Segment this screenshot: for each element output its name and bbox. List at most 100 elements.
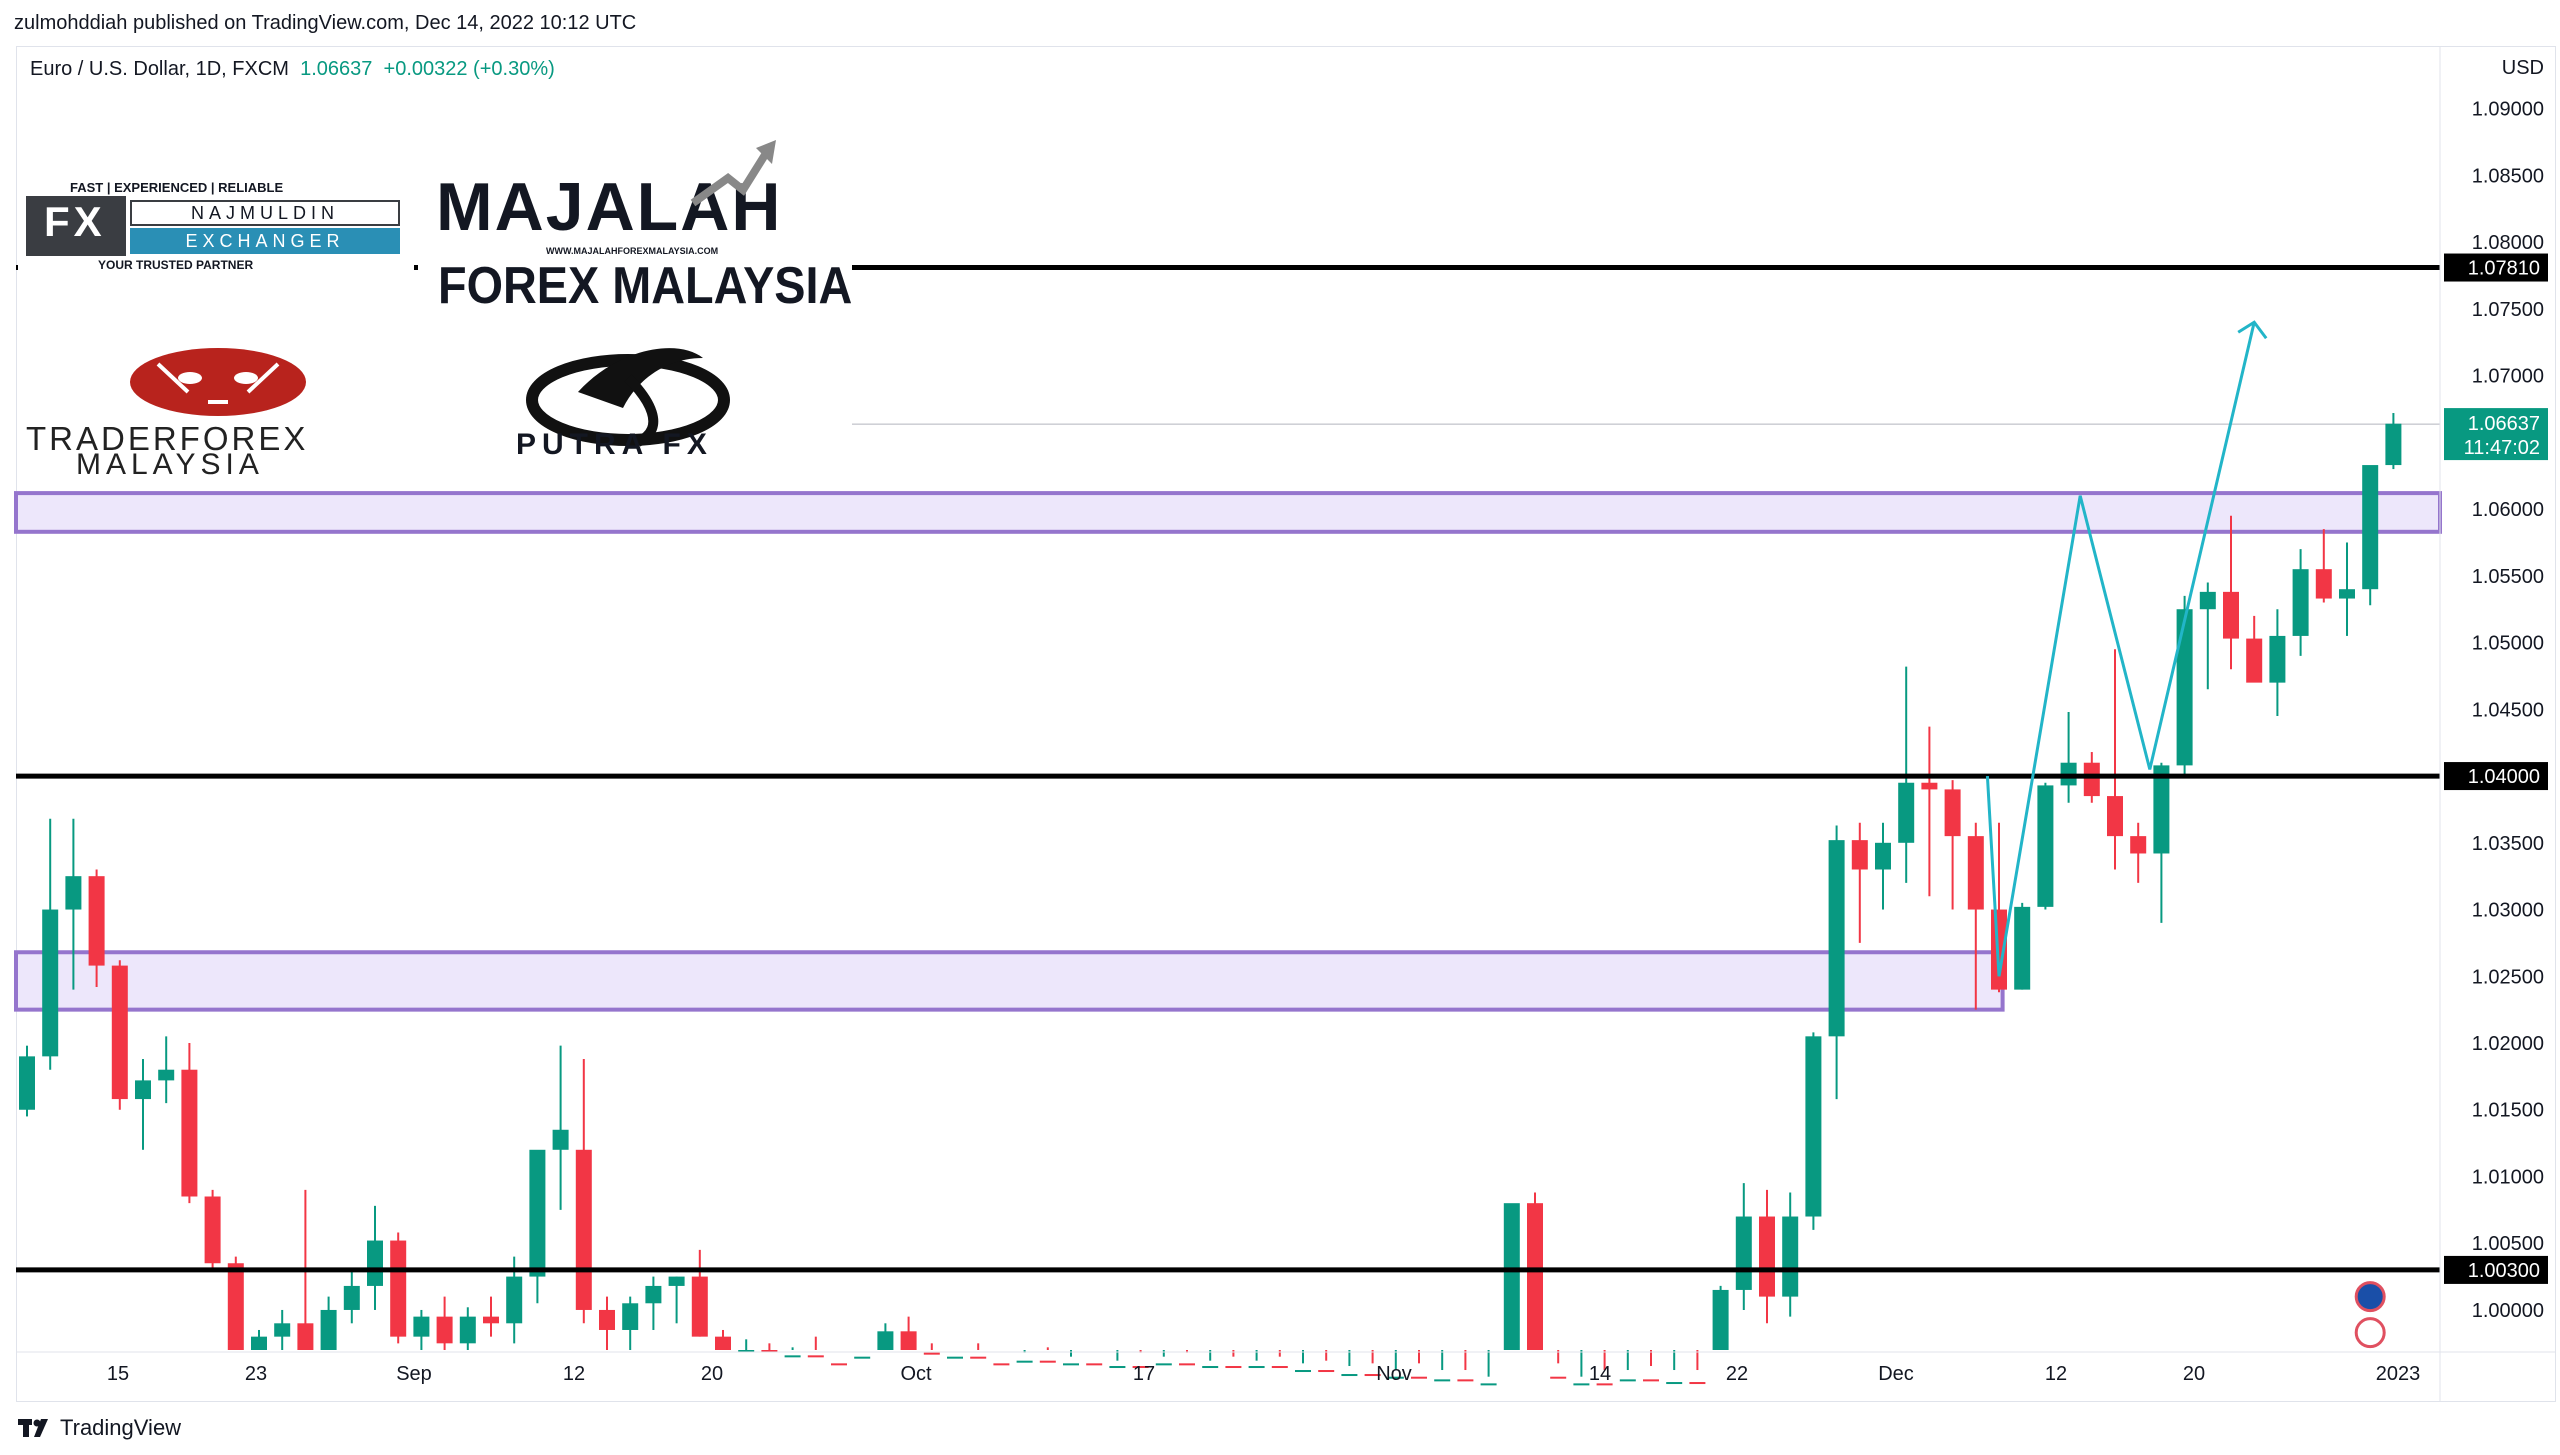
candle-body-6	[158, 1069, 175, 1081]
y-tick-3: 1.01500	[2472, 1100, 2544, 1122]
logo-majalah: MAJALAH WWW.MAJALAHFOREXMALAYSIA.COM FOR…	[418, 134, 852, 324]
candle-body-51	[1202, 1366, 1219, 1369]
candle-body-89	[2083, 762, 2100, 797]
candle-body-36	[854, 1356, 871, 1359]
level-label-bg-2	[2444, 1255, 2548, 1284]
y-tick-17: 1.08500	[2472, 165, 2544, 187]
candle-body-59	[1387, 1376, 1404, 1379]
brand-label: TradingView	[60, 1415, 182, 1440]
tiger-icon	[130, 348, 306, 416]
pattern-arrowhead	[2237, 320, 2268, 340]
chart-frame	[16, 46, 2556, 1402]
x-tick-0: 15	[107, 1363, 129, 1385]
trader-name-top: TRADERFOREX	[26, 420, 309, 457]
logo-fx-exchanger: FAST | EXPERIENCED | RELIABLE FX NAJMULD…	[18, 134, 414, 324]
candle-body-65	[1527, 1203, 1543, 1350]
candle-body-57	[1341, 1374, 1358, 1377]
candle-body-90	[2107, 796, 2123, 837]
candle-body-63	[1480, 1383, 1497, 1386]
currency-label: USD	[2502, 57, 2544, 79]
candle-body-64	[1503, 1203, 1520, 1350]
x-tick-9: 22	[1726, 1363, 1748, 1385]
candle-body-5	[135, 1080, 151, 1100]
trader-name-bottom: MALAYSIA	[76, 448, 264, 481]
candle-body-78	[1828, 840, 1845, 1037]
candle-body-16	[390, 1240, 407, 1337]
candle-body-60	[1411, 1376, 1427, 1379]
y-tick-10: 1.05000	[2472, 633, 2544, 655]
x-tick-6: 17	[1133, 1363, 1155, 1385]
candle-body-70	[1643, 1379, 1659, 1382]
fx-letters: FX	[44, 198, 106, 245]
candle-body-68	[1596, 1383, 1613, 1386]
candle-body-46	[1086, 1363, 1103, 1366]
symbol-legend[interactable]: Euro / U.S. Dollar, 1D, FXCM 1.06637 +0.…	[30, 58, 555, 81]
candle-body-41	[970, 1356, 987, 1359]
candle-body-98	[2292, 569, 2309, 636]
candle-body-62	[1457, 1379, 1474, 1382]
level-label-2: 1.00300	[2468, 1260, 2540, 1282]
candle-body-69	[1619, 1379, 1636, 1382]
y-tick-16: 1.08000	[2472, 232, 2544, 254]
fx-name-top: NAJMULDIN	[130, 200, 400, 226]
candle-body-91	[2130, 836, 2147, 854]
y-tick-0: 1.00000	[2472, 1300, 2544, 1322]
candle-body-58	[1364, 1374, 1381, 1377]
candle-body-8	[204, 1196, 221, 1264]
y-tick-18: 1.09000	[2472, 99, 2544, 121]
candle-body-17	[413, 1316, 430, 1337]
candle-body-92	[2153, 765, 2170, 854]
y-tick-6: 1.03000	[2472, 900, 2544, 922]
candle-body-80	[1875, 842, 1891, 870]
y-tick-9: 1.04500	[2472, 699, 2544, 721]
candle-body-23	[552, 1129, 569, 1150]
candle-body-81	[1898, 782, 1915, 843]
x-tick-4: 20	[701, 1363, 723, 1385]
candle-body-97	[2269, 635, 2286, 683]
pattern-path	[1985, 321, 2256, 977]
logo-traderforex: TRADERFOREX MALAYSIA	[18, 324, 414, 484]
candle-body-48	[1132, 1366, 1149, 1369]
candle-body-10	[251, 1336, 267, 1350]
candle-body-61	[1434, 1379, 1451, 1382]
support-zone-1	[14, 950, 2005, 1012]
candle-body-82	[1921, 782, 1938, 790]
y-tick-1: 1.00500	[2472, 1233, 2544, 1255]
putra-swoosh-icon	[526, 348, 730, 447]
change-label: +0.00322 (+0.30%)	[383, 58, 555, 80]
candle-body-0	[19, 1056, 35, 1110]
candle-body-53	[1248, 1366, 1265, 1369]
candle-body-75	[1759, 1216, 1775, 1297]
last-price-axis-label: 1.06637	[2468, 413, 2540, 435]
candle-body-94	[2199, 591, 2216, 610]
tradingview-brand[interactable]: TradingView	[18, 1415, 181, 1441]
level-label-1: 1.04000	[2468, 766, 2540, 788]
y-tick-4: 1.02000	[2472, 1033, 2544, 1055]
candle-body-27	[645, 1285, 662, 1304]
x-tick-7: Nov	[1376, 1363, 1412, 1385]
candle-body-99	[2315, 569, 2332, 599]
fx-badge	[26, 196, 126, 256]
candle-body-33	[784, 1355, 801, 1358]
candle-body-45	[1063, 1363, 1079, 1366]
fx-name-bottom: EXCHANGER	[130, 228, 400, 254]
candle-body-24	[575, 1149, 592, 1310]
majalah-subtitle: FOREX MALAYSIA	[438, 257, 852, 315]
candle-body-67	[1573, 1383, 1590, 1386]
candle-body-71	[1666, 1382, 1683, 1385]
y-tick-7: 1.03500	[2472, 833, 2544, 855]
candle-body-42	[993, 1363, 1010, 1366]
majalah-url: WWW.MAJALAHFOREXMALAYSIA.COM	[546, 246, 719, 256]
support-zone-0	[14, 491, 2442, 534]
candle-body-79	[1851, 840, 1868, 870]
candle-body-83	[1944, 789, 1961, 837]
candle-body-102	[2385, 423, 2402, 466]
candle-body-38	[900, 1331, 917, 1350]
y-tick-14: 1.07000	[2472, 366, 2544, 388]
candle-body-95	[2223, 591, 2239, 639]
level-label-0: 1.07810	[2468, 258, 2540, 280]
level-label-bg-0	[2444, 253, 2548, 282]
candle-body-96	[2246, 638, 2263, 683]
x-tick-5: Oct	[900, 1363, 932, 1385]
